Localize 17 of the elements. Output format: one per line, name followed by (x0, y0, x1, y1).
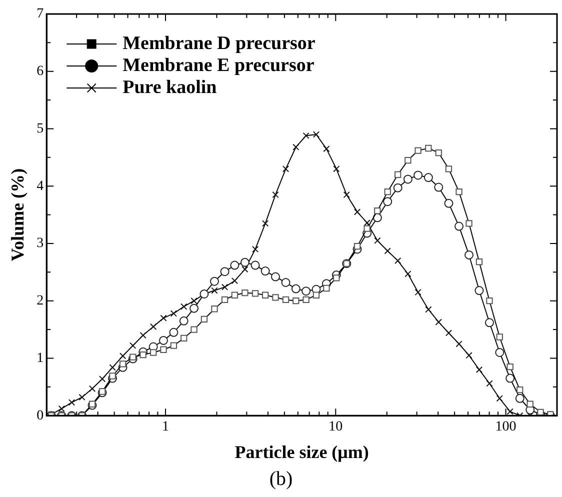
x-axis-title: Particle size (μm) (234, 442, 369, 462)
legend-label: Pure kaolin (122, 76, 218, 98)
y-tick-label: 1 (36, 350, 44, 366)
y-tick-label: 0 (36, 408, 44, 424)
x-tick-label: 100 (495, 420, 516, 435)
y-tick-label: 4 (36, 178, 44, 194)
x-tick-label: 1 (162, 420, 170, 435)
x-tick-label: 10 (328, 420, 343, 435)
legend-label: Membrane E precursor (122, 54, 315, 76)
y-tick-label: 7 (36, 6, 44, 22)
text: (b) (268, 468, 294, 491)
y-tick-label: 2 (36, 294, 44, 309)
y-axis-title: Volume (%) (7, 168, 28, 262)
legend-label: Membrane D precursor (122, 32, 316, 54)
y-tick-label: 5 (36, 121, 44, 136)
y-tick-label: 6 (36, 64, 44, 80)
y-tick-label: 3 (36, 236, 44, 252)
